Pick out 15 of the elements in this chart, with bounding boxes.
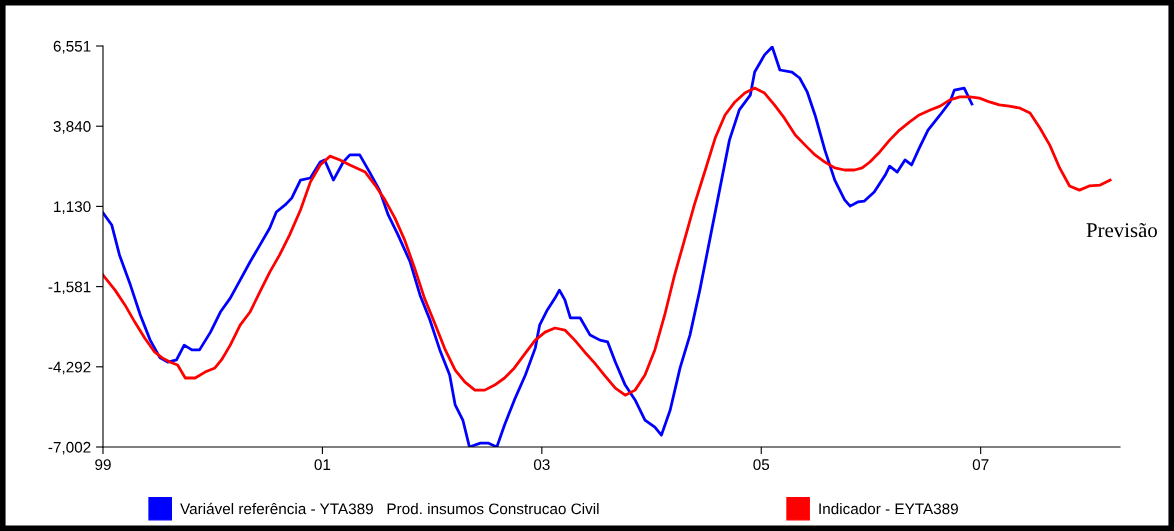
legend-label: Variável referência - YTA389 Prod. insumos Construcao Civil	[180, 502, 599, 515]
y-tick-label: -7,002	[48, 441, 91, 455]
line-series	[103, 46, 974, 447]
x-tick-label: 99	[95, 459, 111, 471]
annotation: Previsão	[1086, 222, 1157, 238]
x-tick-label: 03	[533, 459, 550, 471]
y-tick-label: -1,581	[48, 281, 91, 295]
x-tick-label: 05	[753, 459, 770, 471]
legend-label: Indicador - EYTA389	[819, 503, 958, 515]
x-tick-label: 07	[972, 459, 989, 471]
y-tick-label: 1,130	[54, 201, 91, 214]
y-tick-label: -4,292	[48, 361, 91, 375]
x-tick-label: 01	[314, 459, 331, 471]
y-tick-label: 6,551	[53, 40, 91, 54]
y-tick-label: 3,840	[53, 121, 91, 134]
